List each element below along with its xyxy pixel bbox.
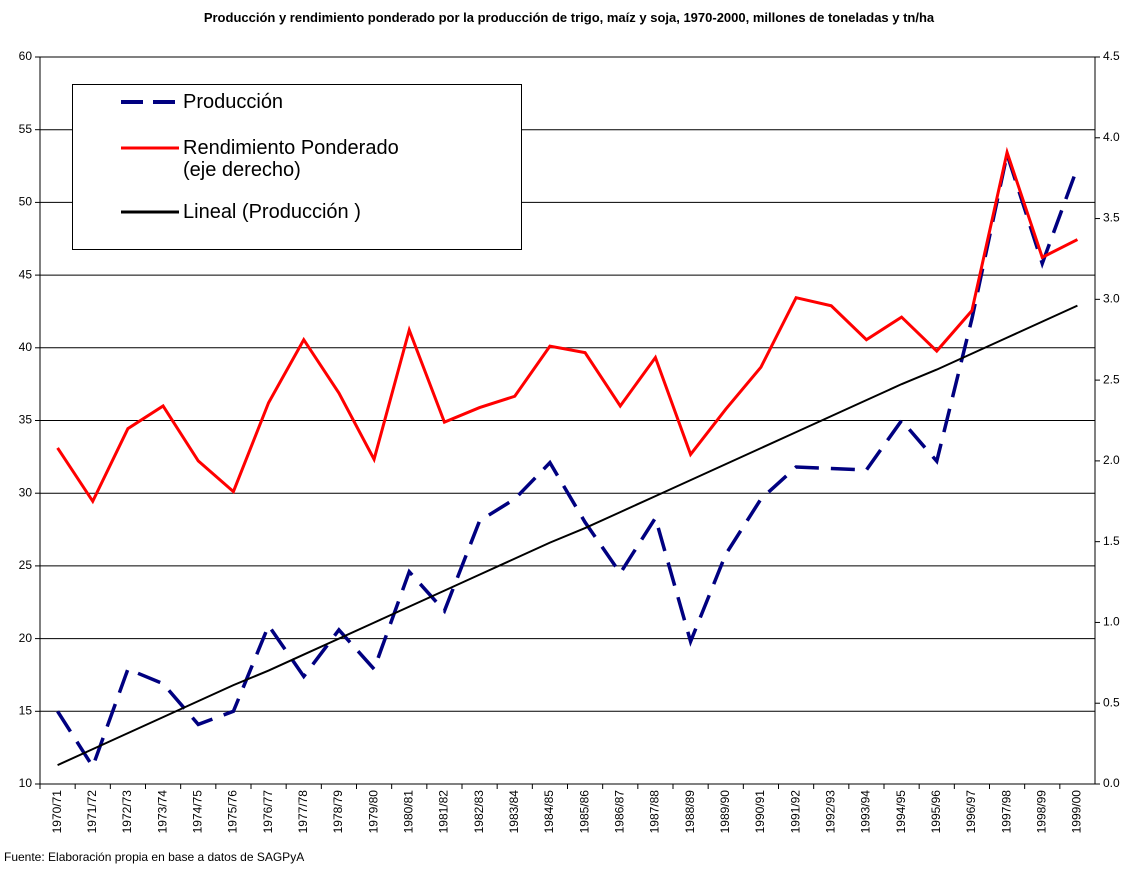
x-tick-label: 1974/75 (190, 790, 204, 834)
y-tick-label: 25 (19, 558, 33, 572)
series-line (56, 147, 1080, 771)
y2-tick-label: 4.0 (1103, 130, 1120, 144)
legend-swatch (121, 146, 179, 150)
y2-tick-label: 2.5 (1103, 372, 1120, 386)
x-tick-label: 1993/94 (859, 790, 873, 834)
y-tick-label: 55 (19, 122, 33, 136)
y2-tick-label: 1.5 (1103, 534, 1120, 548)
x-tick-label: 1976/77 (261, 790, 275, 834)
x-tick-label: 1985/86 (577, 790, 591, 834)
x-tick-label: 1979/80 (366, 790, 380, 834)
x-tick-label: 1986/87 (612, 790, 626, 834)
y2-tick-label: 3.0 (1103, 292, 1120, 306)
y-tick-label: 20 (19, 631, 33, 645)
x-tick-label: 1999/00 (1070, 790, 1084, 834)
y2-tick-label: 1.0 (1103, 615, 1120, 629)
y-tick-label: 30 (19, 485, 33, 499)
legend-label: Producción (183, 91, 284, 113)
x-tick-label: 1990/91 (753, 790, 767, 834)
y-tick-label: 35 (19, 413, 33, 427)
x-tick-label: 1982/83 (472, 790, 486, 834)
footer: Fuente: Elaboración propia en base a dat… (4, 850, 305, 864)
x-tick-label: 1977/78 (296, 790, 310, 834)
y2-tick-label: 0.0 (1103, 776, 1120, 790)
x-tick-label: 1973/74 (155, 790, 169, 834)
x-tick-label: 1996/97 (964, 790, 978, 834)
y-tick-label: 15 (19, 703, 33, 717)
legend-swatch (121, 100, 179, 104)
x-tick-label: 1997/98 (999, 790, 1013, 834)
y2-tick-label: 3.5 (1103, 211, 1120, 225)
y-tick-label: 60 (19, 49, 33, 63)
x-tick-label: 1987/88 (648, 790, 662, 834)
x-tick-label: 1998/99 (1034, 790, 1048, 834)
chart-title: Producción y rendimiento ponderado por l… (203, 10, 935, 25)
y2-tick-label: 0.5 (1103, 695, 1120, 709)
y-tick-label: 45 (19, 267, 33, 281)
x-tick-label: 1970/71 (50, 790, 64, 834)
x-tick-label: 1991/92 (788, 790, 802, 834)
y-tick-label: 40 (19, 340, 33, 354)
x-tick-label: 1983/84 (507, 790, 521, 834)
x-tick-label: 1989/90 (718, 790, 732, 834)
x-tick-label: 1971/72 (85, 790, 99, 834)
series-line (56, 146, 1079, 505)
legend-label: Lineal (Producción ) (183, 201, 361, 223)
legend-label: Rendimiento Ponderado (eje derecho) (183, 137, 399, 181)
x-tick-label: 1994/95 (894, 790, 908, 834)
x-tick-label: 1980/81 (401, 790, 415, 834)
y-tick-label: 50 (19, 195, 33, 209)
x-tick-label: 1975/76 (226, 790, 240, 834)
y2-tick-label: 4.5 (1103, 49, 1120, 63)
x-tick-label: 1978/79 (331, 790, 345, 834)
y2-tick-label: 2.0 (1103, 453, 1120, 467)
legend: Producción Rendimiento Ponderado (eje der… (72, 84, 522, 250)
x-tick-label: 1972/73 (120, 790, 134, 834)
x-tick-label: 1988/89 (683, 790, 697, 834)
x-tick-label: 1995/96 (929, 790, 943, 834)
x-tick-label: 1992/93 (823, 790, 837, 834)
series-line (57, 304, 1078, 767)
y-tick-label: 10 (19, 776, 33, 790)
legend-swatch (121, 210, 179, 214)
x-tick-label: 1984/85 (542, 790, 556, 834)
x-tick-label: 1981/82 (437, 790, 451, 834)
